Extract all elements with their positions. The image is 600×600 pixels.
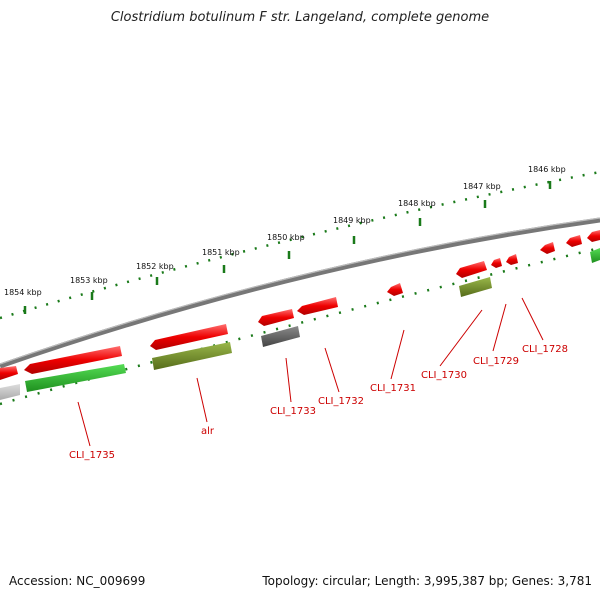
gene-label[interactable]: CLI_1729 xyxy=(473,356,519,367)
gene-label[interactable]: CLI_1732 xyxy=(318,396,364,407)
gene-label[interactable]: CLI_1731 xyxy=(370,383,416,394)
gene-label[interactable]: CLI_1733 xyxy=(270,406,316,417)
gene-label[interactable]: alr xyxy=(201,426,215,437)
gene-olive-alr[interactable] xyxy=(152,342,232,370)
gene-cli1733-upper[interactable] xyxy=(258,309,294,326)
gene-cli1727[interactable] xyxy=(540,242,555,254)
gene-label[interactable]: CLI_1735 xyxy=(69,450,115,461)
gene-label[interactable]: CLI_1730 xyxy=(421,370,467,381)
gene-label[interactable]: CLI_1728 xyxy=(522,344,568,355)
map-title: Clostridium botulinum F str. Langeland, … xyxy=(110,10,490,25)
ruler-label: 1852 kbp xyxy=(136,262,174,271)
gene-alr[interactable] xyxy=(150,324,228,350)
outer-ruler xyxy=(0,170,600,320)
gene-grey-cli1733[interactable] xyxy=(261,326,300,347)
accession-text: Accession: NC_009699 xyxy=(9,574,146,588)
gene-cli1728[interactable] xyxy=(506,254,518,265)
forward-genes xyxy=(0,230,600,380)
gene-green[interactable] xyxy=(25,364,126,392)
major-ticks xyxy=(23,181,552,314)
gene-cli1731[interactable] xyxy=(387,283,403,296)
ruler-label: 1853 kbp xyxy=(70,276,108,285)
gene-olive-cli1730[interactable] xyxy=(459,277,492,297)
label-leaders xyxy=(77,297,544,447)
ruler-label: 1854 kbp xyxy=(4,288,42,297)
gene-cli1736[interactable] xyxy=(0,366,18,380)
ruler-label: 1851 kbp xyxy=(202,248,240,257)
genome-backbone xyxy=(0,217,600,369)
reverse-genes xyxy=(0,248,600,400)
gene-cli1730-upper[interactable] xyxy=(456,261,487,278)
ruler-label: 1847 kbp xyxy=(463,182,501,191)
ruler-label: 1848 kbp xyxy=(398,199,436,208)
gene-cli1725[interactable] xyxy=(587,230,600,242)
gene-cli1732[interactable] xyxy=(297,297,338,315)
ruler-label: 1850 kbp xyxy=(267,233,305,242)
gene-cli1735[interactable] xyxy=(24,346,122,374)
genome-stats-text: Topology: circular; Length: 3,995,387 bp… xyxy=(262,574,592,588)
inner-ruler xyxy=(0,246,600,406)
ruler-label: 1846 kbp xyxy=(528,165,566,174)
ruler-label: 1849 kbp xyxy=(333,216,371,225)
gene-cli1726[interactable] xyxy=(566,235,582,247)
gene-grey-left[interactable] xyxy=(0,384,20,400)
gene-cli1729[interactable] xyxy=(491,258,502,268)
gene-green-right[interactable] xyxy=(590,248,600,263)
